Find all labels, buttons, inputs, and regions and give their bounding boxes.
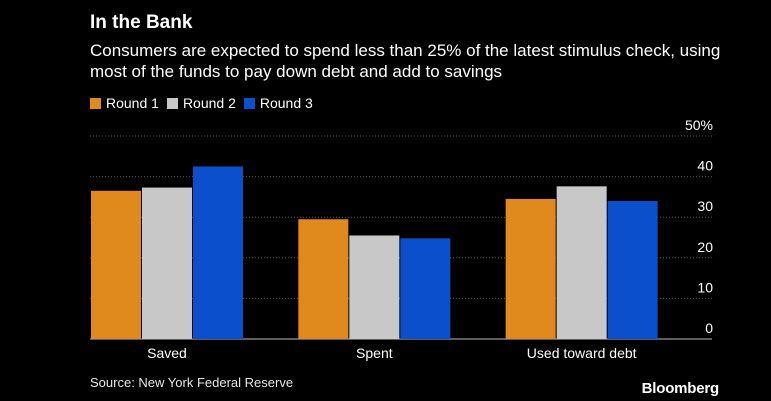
x-category-label: Spent xyxy=(356,345,393,361)
bloomberg-logo: Bloomberg xyxy=(641,380,720,397)
bar-round-2-spent xyxy=(349,235,400,339)
legend-item-round-2: Round 2 xyxy=(166,95,236,111)
legend-swatch-round-1 xyxy=(90,97,101,109)
x-category-label: Used toward debt xyxy=(527,345,637,361)
legend-item-round-3: Round 3 xyxy=(243,95,313,111)
source-note: Source: New York Federal Reserve xyxy=(90,375,294,390)
y-tick-label: 50% xyxy=(685,117,713,133)
y-tick-label: 30 xyxy=(697,198,713,214)
bar-round-3-spent xyxy=(400,238,451,339)
legend-label-round-2: Round 2 xyxy=(182,95,236,111)
y-tick-label: 0 xyxy=(705,320,713,336)
chart-title: In the Bank xyxy=(90,12,193,33)
bar-round-3-saved xyxy=(193,166,243,339)
bar-round-3-used-toward-debt xyxy=(607,200,658,339)
bar-round-2-saved xyxy=(142,187,192,339)
legend: Round 1 Round 2 Round 3 xyxy=(90,95,321,111)
bar-round-1-saved xyxy=(91,190,141,339)
bar-round-2-used-toward-debt xyxy=(556,186,607,339)
y-tick-label: 40 xyxy=(697,158,713,174)
bar-round-1-spent xyxy=(298,219,349,339)
legend-label-round-3: Round 3 xyxy=(259,95,313,111)
bar-round-1-used-toward-debt xyxy=(505,198,556,339)
legend-swatch-round-2 xyxy=(166,97,178,109)
legend-item-round-1: Round 1 xyxy=(90,95,159,111)
legend-swatch-round-3 xyxy=(243,97,255,109)
y-tick-label: 10 xyxy=(697,279,713,295)
chart-subtitle: Consumers are expected to spend less tha… xyxy=(90,41,721,81)
y-tick-label: 20 xyxy=(697,239,713,255)
legend-label-round-1: Round 1 xyxy=(106,95,159,111)
x-category-label: Saved xyxy=(147,345,187,361)
